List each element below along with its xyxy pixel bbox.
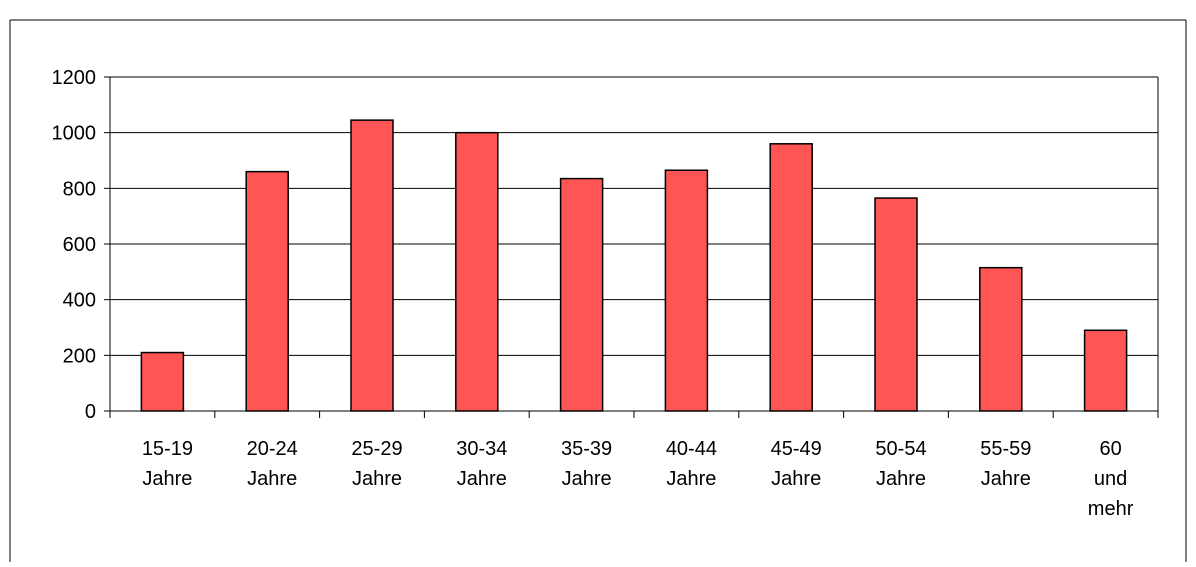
x-tick-label: mehr	[1088, 498, 1134, 520]
x-tick-label: Jahre	[352, 468, 402, 490]
x-tick-label: 45-49	[771, 438, 822, 460]
bar-8	[979, 266, 1023, 412]
x-tick-label: und	[1094, 468, 1127, 490]
x-tick-label: 15-19	[142, 438, 193, 460]
x-tick-label: 55-59	[980, 438, 1031, 460]
bar-1	[245, 170, 289, 412]
x-tick-label: 50-54	[875, 438, 926, 460]
bar-2	[350, 119, 394, 412]
x-tick-label: Jahre	[981, 468, 1031, 490]
x-tick-label: Jahre	[666, 468, 716, 490]
x-tick-label: Jahre	[562, 468, 612, 490]
x-tick-label: 30-34	[456, 438, 507, 460]
y-tick-label: 600	[63, 234, 96, 256]
x-tick-label: 40-44	[666, 438, 717, 460]
x-tick-label: Jahre	[142, 468, 192, 490]
x-tick-label: 35-39	[561, 438, 612, 460]
x-tick-label: 25-29	[351, 438, 402, 460]
bar-5	[664, 169, 709, 412]
bar-9	[1083, 329, 1128, 412]
bar-0	[140, 351, 185, 412]
x-tick-label: Jahre	[771, 468, 821, 490]
x-tick-label: Jahre	[247, 468, 297, 490]
x-tick-label: 20-24	[247, 438, 298, 460]
bar-3	[455, 131, 499, 412]
x-tick-label: 60	[1099, 438, 1121, 460]
y-tick-label: 0	[85, 401, 96, 423]
y-tick-label: 1000	[52, 123, 97, 145]
bar-6	[769, 143, 813, 412]
bar-4	[559, 177, 604, 412]
bar-7	[874, 197, 918, 412]
y-tick-label: 400	[63, 290, 96, 312]
x-tick-label: Jahre	[876, 468, 926, 490]
x-tick-label: Jahre	[457, 468, 507, 490]
y-tick-label: 800	[63, 178, 96, 200]
y-tick-label: 200	[63, 345, 96, 367]
y-tick-label: 1200	[52, 67, 97, 89]
